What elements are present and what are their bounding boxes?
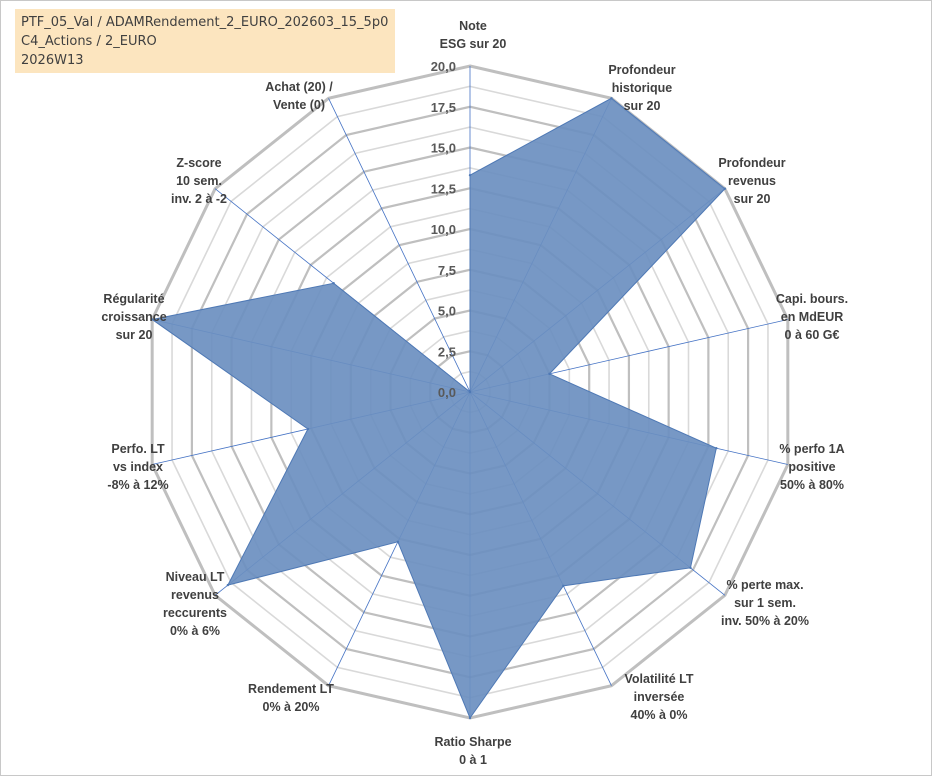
- data-point: [468, 716, 472, 720]
- axis-label: Achat (20) / Vente (0): [265, 80, 333, 112]
- tick-label: 7,5: [438, 263, 456, 278]
- data-point: [468, 390, 472, 394]
- axis-label: Capi. bours. en MdEUR 0 à 60 G€: [776, 292, 848, 342]
- axis-label: Z-score 10 sem. inv. 2 à -2: [171, 156, 227, 206]
- axis-label: Profondeur revenus sur 20: [718, 156, 785, 206]
- tick-label: 12,5: [431, 181, 456, 196]
- week-label: 2026W13: [21, 53, 84, 68]
- tick-label: 10,0: [431, 222, 456, 237]
- tick-label: 0,0: [438, 385, 456, 400]
- tick-label: 20,0: [431, 59, 456, 74]
- axis-label: Niveau LT revenus reccurents 0% à 6%: [163, 570, 227, 638]
- axis-label: Ratio Sharpe 0 à 1: [434, 735, 511, 767]
- axis-spoke: [328, 98, 471, 393]
- portfolio-info-box: PTF_05_Val / ADAMRendement_2_EURO_202603…: [15, 9, 395, 73]
- data-point: [226, 583, 230, 587]
- data-point: [396, 540, 400, 543]
- data-point: [332, 282, 335, 285]
- axis-label: Rendement LT 0% à 20%: [248, 682, 334, 714]
- data-point: [562, 584, 565, 588]
- axis-label: % perfo 1A positive 50% à 80%: [779, 442, 844, 492]
- tick-label: 17,5: [431, 100, 456, 115]
- asset-class: C4_Actions / 2_EURO: [21, 34, 157, 49]
- tick-label: 5,0: [438, 304, 456, 319]
- axis-label: % perte max. sur 1 sem. inv. 50% à 20%: [721, 578, 809, 628]
- data-point: [150, 318, 154, 321]
- data-point: [610, 97, 613, 100]
- data-point: [548, 372, 551, 376]
- axis-label: Volatilité LT inversée 40% à 0%: [625, 672, 694, 722]
- data-point: [306, 427, 310, 431]
- axis-label: Régularité croissance sur 20: [101, 292, 166, 342]
- portfolio-name: PTF_05_Val / ADAMRendement_2_EURO_202603…: [21, 15, 389, 30]
- data-point: [715, 447, 718, 450]
- tick-label: 2,5: [438, 344, 456, 359]
- axis-label: Perfo. LT vs index -8% à 12%: [107, 442, 168, 492]
- data-point: [689, 566, 692, 570]
- radar-series: [150, 97, 727, 720]
- axis-label: Profondeur historique sur 20: [608, 63, 675, 113]
- radial-tick-labels: 0,0 2,5 5,0 7,5 10,0 12,5 15,0 17,5 20,0: [431, 59, 456, 400]
- axis-labels: Note ESG sur 20 Profondeur historique sur 20…: [101, 19, 848, 767]
- data-point: [468, 174, 472, 177]
- data-point: [723, 187, 727, 190]
- axis-label: Note ESG sur 20: [440, 19, 507, 51]
- tick-label: 15,0: [431, 141, 456, 156]
